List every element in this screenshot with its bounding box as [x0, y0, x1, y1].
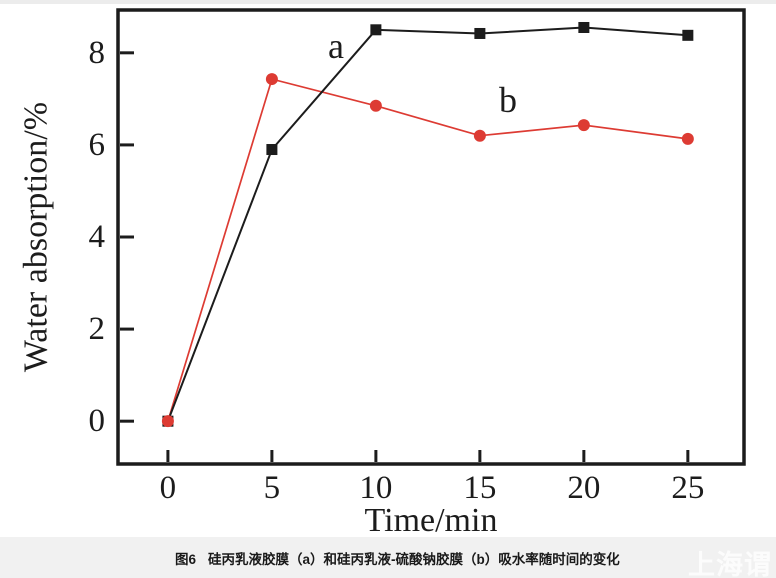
line-chart: 0 5 10 15 20 25 0 2 4 6 8 Time/min Water absorption/…	[18, 8, 746, 537]
x-axis-tick-label: 15	[463, 470, 496, 506]
x-axis-tick-label: 25	[671, 470, 704, 506]
x-axis-tick-label: 20	[567, 470, 600, 506]
caption-text: 硅丙乳液胶膜（a）和硅丙乳液-硫酸钠胶膜（b）吸水率随时间的变化	[208, 551, 620, 567]
series-a-marker	[474, 27, 486, 39]
series-b-marker	[473, 129, 486, 142]
y-axis-tick-label: 2	[89, 311, 106, 347]
y-axis-tick-label: 4	[89, 219, 106, 255]
series-b-marker	[161, 415, 174, 428]
y-axis-tick-label: 6	[89, 127, 106, 163]
y-axis-title: Water absorption/%	[18, 102, 55, 372]
series-b-marker	[577, 119, 590, 132]
figure-number: 图6	[175, 551, 197, 567]
series-a-marker	[682, 29, 694, 41]
figure-caption: 图6 硅丙乳液胶膜（a）和硅丙乳液-硫酸钠胶膜（b）吸水率随时间的变化	[175, 537, 620, 578]
watermark: 上海谓	[688, 550, 772, 578]
series-b-line	[167, 78, 688, 422]
series-b-marker	[681, 132, 694, 145]
series-a-marker	[266, 144, 278, 156]
series-a-label: a	[328, 26, 344, 66]
plot-frame	[116, 8, 746, 466]
series-b-label: b	[499, 80, 517, 120]
x-axis-tick-label: 5	[264, 470, 281, 506]
x-axis-tick-label: 0	[160, 470, 177, 506]
caption-band: 图6 硅丙乳液胶膜（a）和硅丙乳液-硫酸钠胶膜（b）吸水率随时间的变化 上海谓	[0, 537, 776, 578]
series-a-marker	[370, 24, 382, 36]
y-axis-tick-label: 0	[89, 403, 106, 439]
series-a-marker	[578, 21, 590, 33]
series-a-line	[166, 26, 688, 422]
x-axis-tick-label: 10	[359, 470, 392, 506]
x-axis-title: Time/min	[365, 502, 498, 537]
series-b-marker	[369, 99, 382, 112]
page-top-border	[0, 0, 776, 4]
y-axis-tick-label: 8	[89, 35, 106, 71]
series-b-marker	[265, 73, 278, 86]
